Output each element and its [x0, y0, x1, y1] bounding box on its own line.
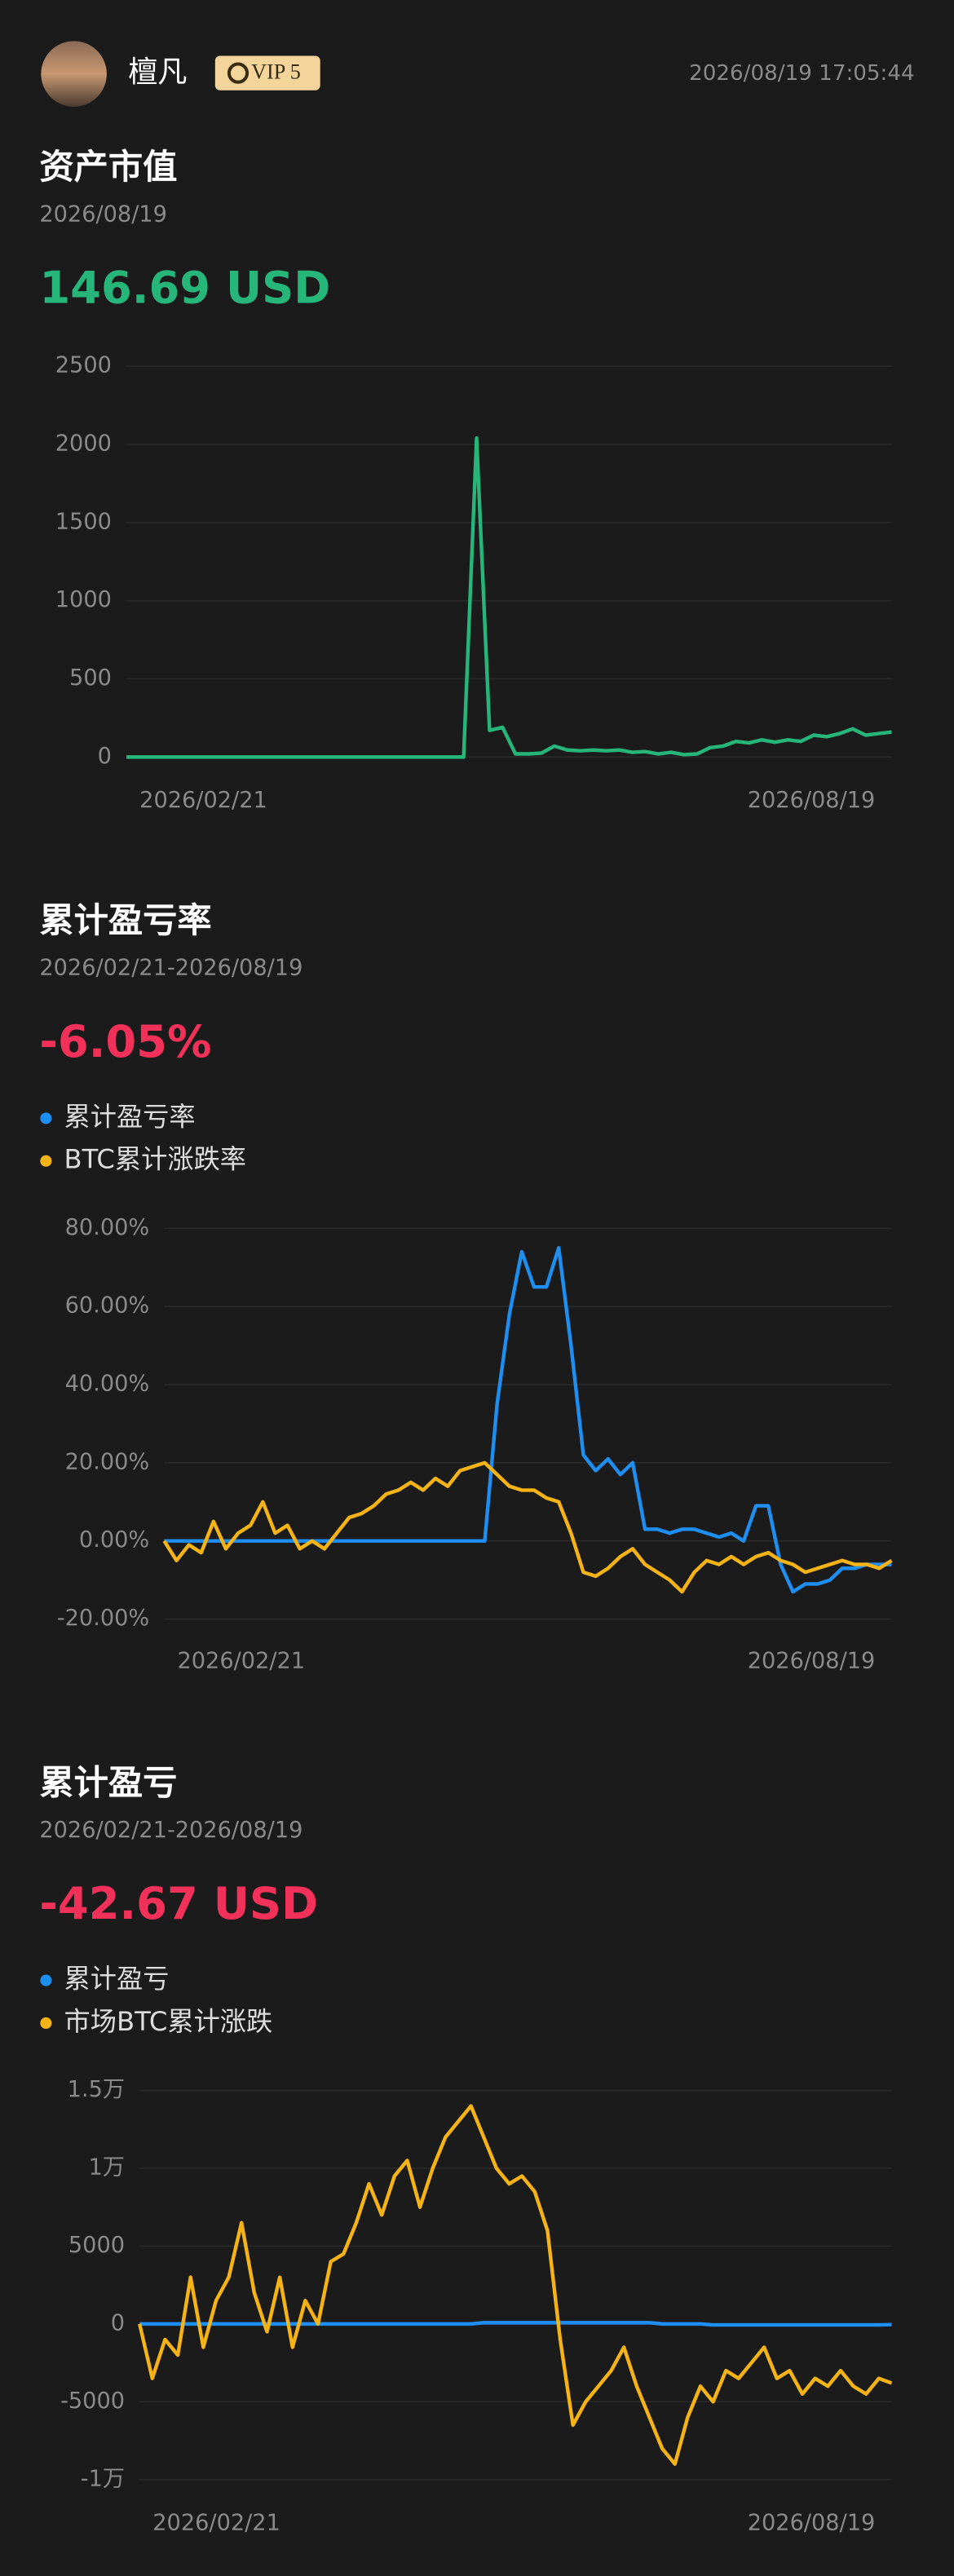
data-line	[138, 2104, 893, 2466]
y-tick-label: 0.00%	[79, 1527, 149, 1553]
y-tick-label: 500	[69, 665, 112, 691]
section-date: 2026/02/21-2026/08/19	[39, 956, 303, 981]
legend-dot	[40, 1112, 52, 1125]
legend-dot	[40, 2017, 52, 2030]
user-name: 檀凡	[128, 55, 187, 90]
legend-dot	[40, 1155, 52, 1167]
x-tick-label: 2026/08/19	[748, 1648, 876, 1673]
section-title: 累计盈亏率	[39, 900, 211, 940]
y-tick-label: 40.00%	[65, 1372, 150, 1397]
section-date: 2026/08/19	[39, 201, 167, 227]
y-tick-label: 0	[111, 2310, 125, 2335]
legend-dot	[40, 1974, 52, 1986]
section-date: 2026/02/21-2026/08/19	[39, 1818, 303, 1843]
section-title: 资产市值	[39, 147, 177, 187]
timestamp: 2026/08/19 17:05:44	[689, 61, 915, 86]
y-tick-label: -5000	[60, 2388, 125, 2414]
x-tick-label: 2026/08/19	[748, 788, 876, 813]
y-tick-label: 2500	[55, 353, 112, 378]
section-value: -42.67 USD	[39, 1878, 318, 1929]
section-value: -6.05%	[39, 1016, 211, 1067]
vip-level: VIP 5	[251, 60, 301, 84]
data-line	[162, 1460, 893, 1594]
section-value: 146.69 USD	[39, 263, 330, 314]
y-tick-label: 20.00%	[65, 1449, 150, 1474]
legend-label: 市场BTC累计涨跌	[64, 2006, 273, 2037]
y-tick-label: -1万	[81, 2466, 125, 2491]
legend-label: BTC累计涨跌率	[64, 1144, 247, 1175]
y-tick-label: -20.00%	[57, 1606, 149, 1631]
x-tick-label: 2026/08/19	[748, 2511, 876, 2536]
y-tick-label: 1万	[89, 2154, 125, 2180]
y-tick-label: 60.00%	[65, 1293, 150, 1319]
vip-icon	[227, 62, 250, 84]
legend-label: 累计盈亏	[64, 1964, 170, 1995]
y-tick-label: 2000	[55, 431, 112, 456]
y-tick-label: 1000	[55, 587, 112, 612]
y-tick-label: 5000	[68, 2233, 125, 2258]
x-tick-label: 2026/02/21	[139, 788, 267, 813]
data-line	[164, 1246, 892, 1594]
data-line	[126, 436, 892, 759]
y-tick-label: 80.00%	[65, 1215, 150, 1240]
y-tick-label: 1500	[55, 509, 112, 534]
y-tick-label: 1.5万	[68, 2077, 125, 2102]
section-title: 累计盈亏	[39, 1762, 177, 1802]
avatar[interactable]	[41, 41, 107, 107]
legend-label: 累计盈亏率	[64, 1101, 196, 1132]
x-tick-label: 2026/02/21	[152, 2511, 280, 2536]
x-tick-label: 2026/02/21	[177, 1648, 305, 1673]
y-tick-label: 0	[98, 744, 112, 769]
